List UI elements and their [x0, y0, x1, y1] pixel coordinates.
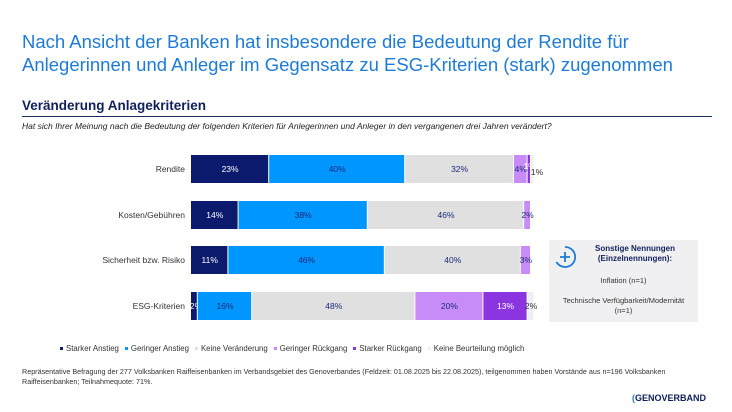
legend-label: Keine Beurteilung möglich	[433, 344, 525, 353]
data-label: 32%	[451, 164, 468, 174]
legend-label: Starker Rückgang	[359, 344, 422, 353]
bar-segment	[191, 155, 269, 183]
note-heading: Sonstige Nennungen (Einzelnennungen):	[595, 244, 675, 263]
bar-segment	[197, 292, 252, 320]
data-label: 2%	[190, 301, 203, 311]
bar-segment	[384, 246, 520, 274]
legend-swatch	[60, 347, 63, 351]
legend-item: Geringer Rückgang	[273, 344, 348, 353]
legend-label: Keine Veränderung	[200, 344, 268, 353]
data-label: 16%	[216, 301, 233, 311]
bar-segment	[252, 292, 415, 320]
survey-question: Hat sich Ihrer Meinung nach die Bedeutun…	[22, 121, 552, 131]
chart-subtitle: Veränderung Anlagekriterien	[22, 98, 207, 113]
bar-segment	[405, 155, 513, 183]
bar-segment	[483, 292, 527, 320]
bar-segment	[367, 201, 524, 229]
bar-segment	[191, 246, 228, 274]
bar-segment	[527, 155, 530, 183]
data-label: 46%	[298, 255, 315, 265]
data-label: 20%	[441, 301, 458, 311]
data-label: 40%	[329, 164, 346, 174]
data-label: 11%	[202, 255, 219, 265]
divider	[22, 116, 712, 117]
legend-swatch	[273, 347, 277, 351]
legend-item: Geringer Anstieg	[124, 344, 189, 353]
legend-item: Starker Anstieg	[60, 344, 119, 353]
note-item: Technische Verfügbarkeit/Modernität (n=1…	[562, 296, 685, 315]
legend-label: Geringer Anstieg	[130, 344, 189, 353]
data-label: 1%	[523, 161, 536, 171]
plus-icon	[555, 246, 577, 268]
data-label: 4%	[515, 164, 528, 174]
bar-segment	[531, 155, 534, 183]
bar-segment	[520, 246, 530, 274]
data-label: 23%	[222, 164, 239, 174]
bar-segment	[238, 201, 367, 229]
data-label: 14%	[206, 210, 223, 220]
note-item: Inflation (n=1)	[600, 276, 647, 285]
bar-segment	[269, 155, 405, 183]
legend-item: Keine Beurteilung möglich	[427, 344, 525, 353]
bar-segment	[527, 292, 534, 320]
data-label: 38%	[295, 210, 312, 220]
bar-segment	[191, 292, 197, 320]
chart-legend: Starker Anstieg Geringer Anstieg Keine Ver…	[60, 344, 524, 353]
data-label: 3%	[520, 255, 533, 265]
data-label: 2%	[521, 210, 534, 220]
legend-swatch	[194, 347, 198, 351]
data-label: 1%	[531, 167, 544, 177]
stacked-bar-chart: Rendite 23% 40% 32% 4%1%1% Kosten/Gebühren 14%…	[102, 155, 544, 320]
genoverband-logo: (GENOVERBAND	[632, 393, 707, 403]
bar-segment	[228, 246, 384, 274]
bar-segment	[514, 155, 527, 183]
category-label: ESG-Kriterien	[133, 301, 186, 311]
data-label: 46%	[437, 210, 454, 220]
legend-swatch	[124, 347, 128, 351]
category-label: Kosten/Gebühren	[118, 210, 185, 220]
legend-label: Geringer Rückgang	[279, 344, 348, 353]
footnote: Repräsentative Befragung der 277 Volksba…	[22, 367, 666, 386]
legend-item: Keine Veränderung	[194, 344, 268, 353]
legend-item: Starker Rückgang	[353, 344, 422, 353]
data-label: 13%	[497, 301, 514, 311]
category-label: Sicherheit bzw. Risiko	[102, 255, 185, 265]
other-mentions-box: Sonstige Nennungen (Einzelnennungen): In…	[549, 240, 698, 322]
bar-segment	[524, 201, 530, 229]
bar-segment	[415, 292, 483, 320]
legend-swatch	[353, 347, 357, 351]
category-label: Rendite	[156, 164, 186, 174]
bar-segment	[191, 201, 238, 229]
page-title: Nach Ansicht der Banken hat insbesondere…	[22, 31, 673, 75]
legend-label: Starker Anstieg	[66, 344, 119, 353]
data-label: 48%	[325, 301, 342, 311]
data-label: 40%	[444, 255, 461, 265]
data-label: 2%	[525, 301, 538, 311]
legend-swatch	[427, 347, 431, 351]
